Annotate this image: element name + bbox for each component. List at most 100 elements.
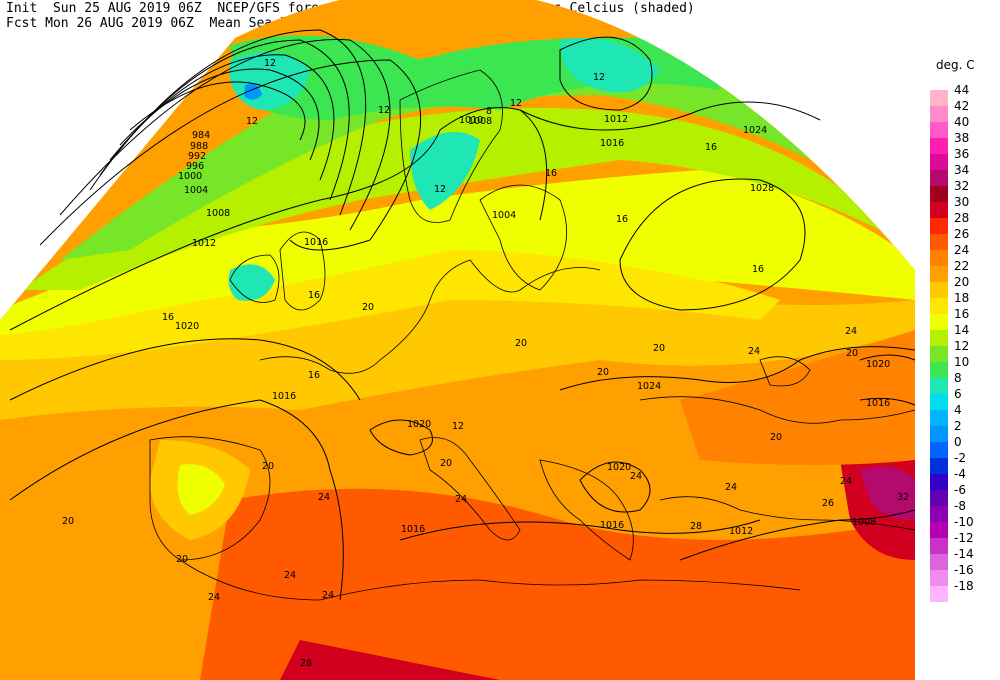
legend-label: 36 [954, 147, 970, 161]
svg-text:20: 20 [362, 302, 374, 313]
svg-text:20: 20 [515, 338, 527, 349]
isobar-label: 1012 [729, 526, 753, 537]
legend-swatch [930, 394, 948, 410]
legend-swatch [930, 554, 948, 570]
isobar-label: 1012 [192, 238, 216, 249]
legend-swatch [930, 458, 948, 474]
svg-text:24: 24 [725, 482, 737, 493]
legend-swatch [930, 106, 948, 122]
legend-label: 8 [954, 371, 962, 385]
svg-text:24: 24 [284, 570, 296, 581]
legend-label: 42 [954, 99, 970, 113]
legend-label: 0 [954, 435, 962, 449]
svg-text:16: 16 [752, 264, 764, 275]
svg-text:32: 32 [897, 492, 909, 503]
legend-swatch [930, 410, 948, 426]
legend-swatch [930, 570, 948, 586]
legend-label: 4 [954, 403, 962, 417]
isobar-label: 984 [192, 130, 210, 141]
isobar-label: 988 [190, 141, 208, 152]
isobar-label: 1016 [272, 391, 296, 402]
legend-swatch [930, 330, 948, 346]
isobar-label: 1020 [407, 419, 431, 430]
legend-swatch [930, 298, 948, 314]
isobar-label: 1000 [178, 171, 202, 182]
svg-text:16: 16 [162, 312, 174, 323]
legend-swatch [930, 202, 948, 218]
legend-label: -18 [954, 579, 974, 593]
pressure-labels: 984 988 992 996 1000 1004 1008 1012 1016… [175, 114, 890, 537]
legend-label: 44 [954, 83, 970, 97]
svg-text:12: 12 [246, 116, 258, 127]
isobar-lines [9, 29, 916, 601]
legend-swatch [930, 362, 948, 378]
legend-swatch [930, 346, 948, 362]
svg-text:16: 16 [545, 168, 557, 179]
temperature-shading [0, 0, 915, 680]
legend-label: -6 [954, 483, 966, 497]
svg-text:20: 20 [846, 348, 858, 359]
svg-text:16: 16 [616, 214, 628, 225]
isobar-label: 1024 [637, 381, 661, 392]
svg-text:12: 12 [593, 72, 605, 83]
isobar-label: 992 [188, 151, 206, 162]
isobar-label: 1020 [607, 462, 631, 473]
svg-text:16: 16 [705, 142, 717, 153]
svg-text:16: 16 [308, 290, 320, 301]
legend-swatch [930, 266, 948, 282]
legend-label: 10 [954, 355, 970, 369]
legend-label: -10 [954, 515, 974, 529]
svg-text:24: 24 [208, 592, 220, 603]
isobar-label: 1016 [304, 237, 328, 248]
svg-text:12: 12 [434, 184, 446, 195]
isobar-label: 1028 [750, 183, 774, 194]
svg-text:24: 24 [322, 590, 334, 601]
legend-swatch [930, 218, 948, 234]
legend-label: 14 [954, 323, 970, 337]
isobar-label: 1008 [206, 208, 230, 219]
isobar-label: 1004 [184, 185, 208, 196]
legend-swatch [930, 442, 948, 458]
legend-swatch [930, 170, 948, 186]
svg-text:24: 24 [455, 494, 467, 505]
svg-text:12: 12 [378, 105, 390, 116]
isobar-label: 1012 [604, 114, 628, 125]
svg-text:20: 20 [597, 367, 609, 378]
legend-swatch [930, 538, 948, 554]
temperature-labels: 12 12 12 8 12 12 16 12 16 16 16 16 16 20… [62, 58, 909, 669]
legend-unit: deg. C [936, 58, 975, 72]
svg-text:20: 20 [62, 516, 74, 527]
isobar-label: 1008 [468, 116, 492, 127]
legend-label: 12 [954, 339, 970, 353]
legend-label: -16 [954, 563, 974, 577]
svg-text:20: 20 [770, 432, 782, 443]
legend-label: -12 [954, 531, 974, 545]
legend-swatch [930, 474, 948, 490]
legend-label: 6 [954, 387, 962, 401]
svg-text:24: 24 [840, 476, 852, 487]
legend-label: 24 [954, 243, 970, 257]
svg-text:20: 20 [262, 461, 274, 472]
legend-label: 26 [954, 227, 970, 241]
legend-label: 22 [954, 259, 970, 273]
svg-text:24: 24 [318, 492, 330, 503]
legend-label: 32 [954, 179, 970, 193]
legend-swatch [930, 154, 948, 170]
svg-text:20: 20 [653, 343, 665, 354]
isobar-label: 1016 [866, 398, 890, 409]
legend-label: -14 [954, 547, 974, 561]
legend-label: 16 [954, 307, 970, 321]
svg-text:12: 12 [452, 421, 464, 432]
isobar-label: 1016 [401, 524, 425, 535]
svg-text:12: 12 [510, 98, 522, 109]
legend-label: 2 [954, 419, 962, 433]
isobar-label: 1016 [600, 520, 624, 531]
legend-swatch [930, 586, 948, 602]
legend-label: -4 [954, 467, 966, 481]
coastlines [149, 69, 916, 601]
legend-swatch [930, 314, 948, 330]
svg-text:24: 24 [845, 326, 857, 337]
legend-label: 28 [954, 211, 970, 225]
legend-swatch [930, 90, 948, 106]
svg-text:24: 24 [748, 346, 760, 357]
